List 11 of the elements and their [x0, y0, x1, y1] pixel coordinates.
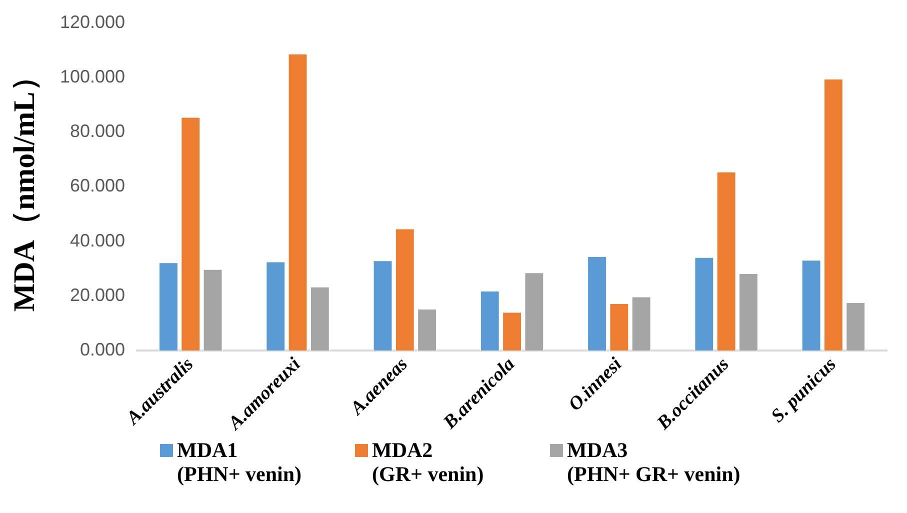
y-tick-label: 40.000	[70, 230, 126, 250]
y-tick-label: 60.000	[70, 176, 126, 196]
legend-label: MDA3 (PHN+ GR+ venin)	[567, 438, 740, 486]
y-tick-label: 120.000	[60, 12, 126, 32]
legend-label: MDA2 (GR+ venin)	[372, 438, 484, 486]
y-axis-title: MDA（nmol/mL）	[8, 62, 41, 312]
y-tick-label: 0.000	[80, 340, 126, 360]
y-tick-label: 80.000	[70, 121, 126, 142]
y-tick-label: 100.000	[60, 66, 126, 86]
legend-label: MDA1 (PHN+ venin)	[177, 438, 302, 486]
y-tick-label: 20.000	[70, 284, 126, 305]
